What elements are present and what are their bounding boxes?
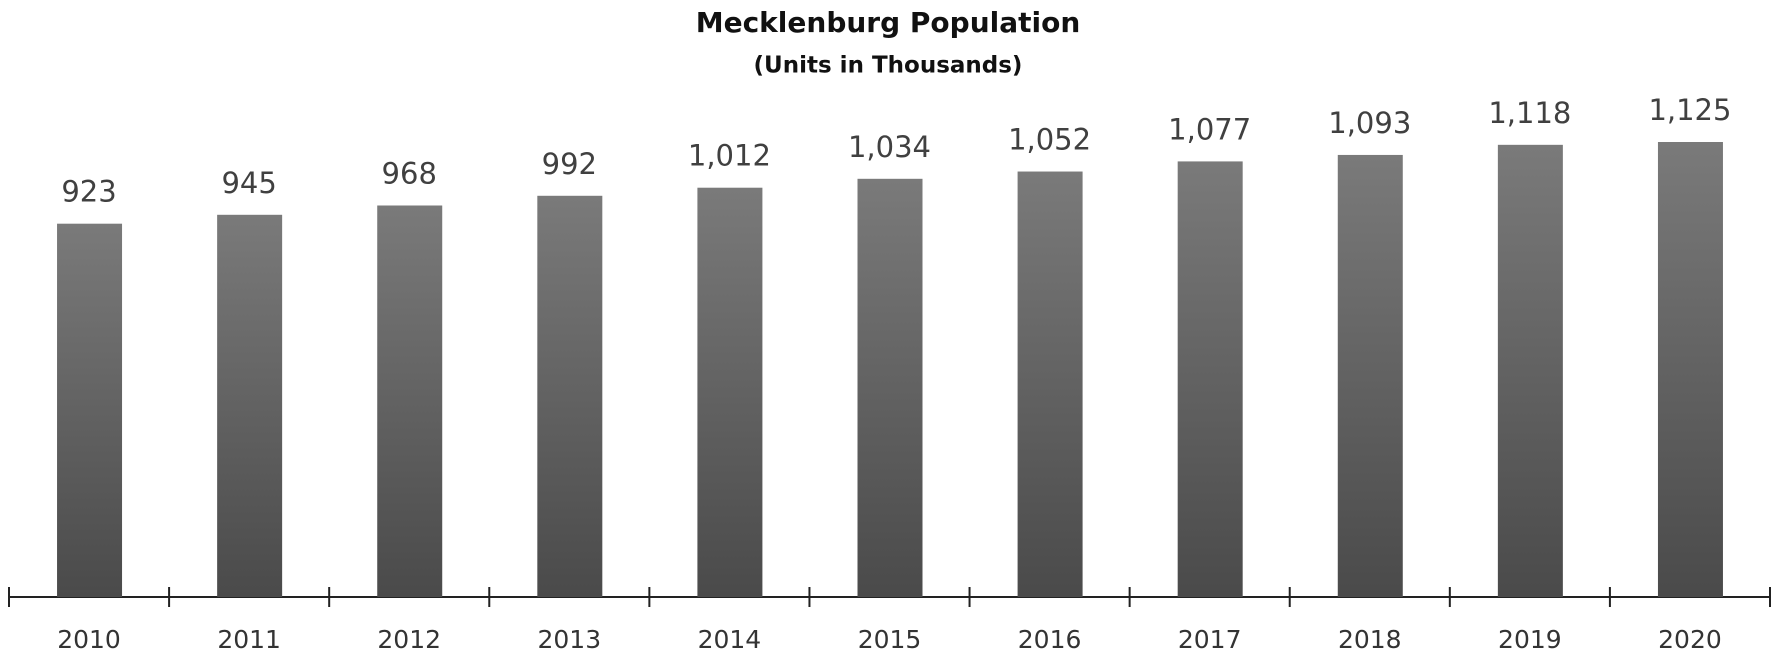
data-label: 945 [221, 166, 276, 200]
bar [1017, 171, 1083, 597]
bar [57, 223, 123, 597]
x-tick-label: 2015 [858, 625, 922, 654]
x-tick-label: 2016 [1018, 625, 1082, 654]
data-label: 1,077 [1168, 112, 1251, 146]
x-tick-label: 2020 [1658, 625, 1722, 654]
data-label: 1,118 [1488, 96, 1571, 130]
bar [1657, 142, 1723, 597]
bar [1497, 144, 1563, 597]
data-label: 1,093 [1328, 106, 1411, 140]
x-tick-label: 2013 [538, 625, 602, 654]
bar [1337, 154, 1403, 598]
bar [697, 187, 763, 598]
bar [217, 214, 283, 598]
data-label: 923 [61, 175, 116, 209]
data-label: 992 [542, 147, 597, 181]
x-tick-label: 2018 [1338, 625, 1402, 654]
x-tick-label: 2010 [57, 625, 121, 654]
x-tick-label: 2017 [1178, 625, 1242, 654]
data-label: 1,012 [688, 139, 771, 173]
bar [857, 178, 923, 597]
bar [377, 205, 443, 597]
chart-subtitle: (Units in Thousands) [754, 53, 1023, 79]
x-tick-label: 2014 [698, 625, 762, 654]
bar [1177, 161, 1243, 597]
data-label: 1,052 [1008, 123, 1091, 157]
x-tick-label: 2012 [377, 625, 441, 654]
chart-title: Mecklenburg Population [696, 6, 1081, 39]
data-label: 1,034 [848, 130, 931, 164]
x-tick-label: 2019 [1498, 625, 1562, 654]
data-label: 1,125 [1648, 93, 1731, 127]
x-tick-label: 2011 [217, 625, 281, 654]
data-label: 968 [382, 156, 437, 190]
bar [537, 195, 603, 597]
